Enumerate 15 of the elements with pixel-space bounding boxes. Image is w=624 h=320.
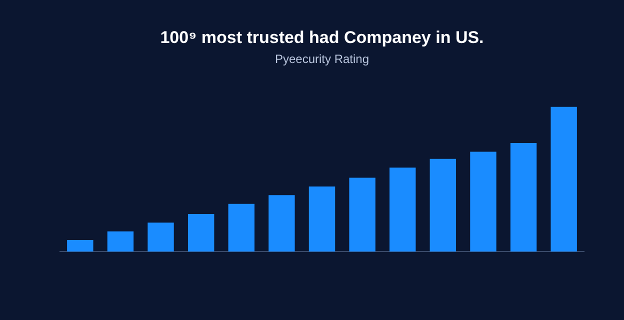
bar [188, 214, 214, 252]
bar [430, 158, 456, 252]
chart-title: 100⁹ most trusted had Companey in US. [160, 28, 484, 47]
bar [148, 222, 174, 252]
bar [510, 143, 537, 252]
bar [550, 106, 577, 252]
bar [228, 204, 254, 252]
bar [308, 186, 336, 252]
bar [67, 240, 94, 252]
bar [349, 178, 376, 252]
bar [107, 231, 134, 252]
bar [390, 168, 416, 252]
bar [268, 195, 295, 252]
chart-subtitle: Pyeecurity Rating [274, 52, 370, 66]
bar [470, 152, 496, 252]
